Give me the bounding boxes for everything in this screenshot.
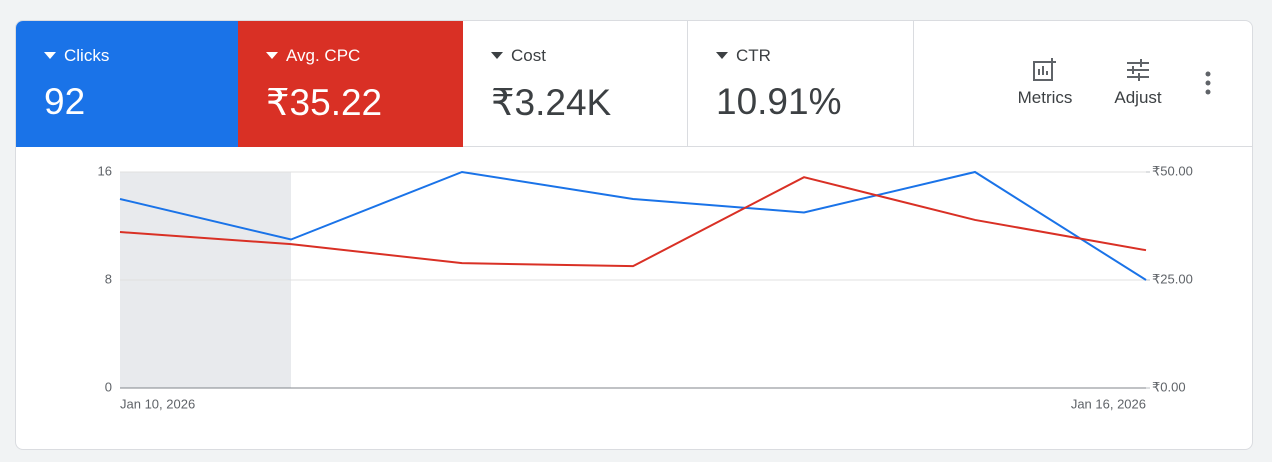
scorecard-label: Avg. CPC — [286, 46, 361, 65]
y2-tick-label: ₹0.00 — [1152, 379, 1186, 394]
y-tick-label: 0 — [105, 379, 112, 394]
metrics-button[interactable]: Metrics — [1005, 57, 1085, 108]
adjust-button[interactable]: Adjust — [1098, 57, 1178, 108]
y-tick-label: 16 — [98, 163, 112, 178]
dropdown-icon — [716, 52, 728, 59]
scorecard-value: ₹3.24K — [491, 82, 612, 123]
dropdown-icon — [266, 52, 278, 59]
x-tick-label: Jan 16, 2026 — [1071, 396, 1146, 411]
button-label: Metrics — [1017, 88, 1073, 107]
toolbar: Metrics Adjust — [914, 21, 1252, 147]
y2-tick-label: ₹50.00 — [1152, 163, 1193, 178]
scorecard[interactable]: Avg. CPC ₹35.22 — [238, 21, 463, 147]
series-line — [119, 176, 1147, 268]
metrics-icon — [1033, 58, 1056, 81]
button-label: Adjust — [1114, 88, 1162, 107]
scorecard-value: 92 — [44, 81, 86, 122]
scorecard-value: ₹35.22 — [266, 82, 383, 123]
series-line — [119, 170, 1147, 281]
y-tick-label: 8 — [105, 271, 112, 286]
scorecard-label: Clicks — [64, 46, 110, 65]
scorecard[interactable]: CTR 10.91% — [688, 21, 914, 147]
x-tick-label: Jan 10, 2026 — [120, 396, 195, 411]
dropdown-icon — [491, 52, 503, 59]
dropdown-icon — [44, 52, 56, 59]
scorecard-label: CTR — [736, 46, 771, 65]
adjust-icon — [1127, 59, 1149, 81]
scorecard[interactable]: Cost ₹3.24K — [463, 21, 688, 147]
scorecard-label: Cost — [511, 46, 546, 65]
y2-tick-label: ₹25.00 — [1152, 271, 1193, 286]
more-menu[interactable] — [1204, 71, 1212, 95]
scorecard-value: 10.91% — [716, 81, 842, 122]
scorecard[interactable]: Clicks 92 — [16, 21, 238, 147]
